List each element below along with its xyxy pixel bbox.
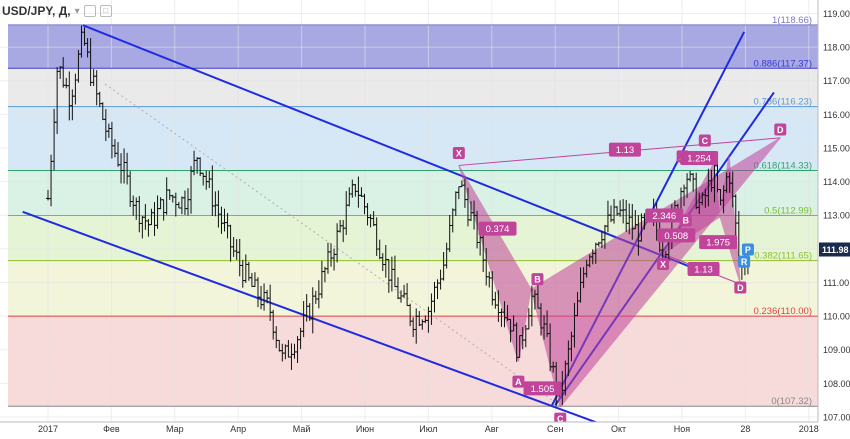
pattern-1-tri-2 — [719, 154, 741, 285]
symbol-title[interactable]: USD/JPY, Д, — [2, 4, 71, 18]
ratio-box-1 — [478, 221, 517, 236]
point-label-1: A — [515, 377, 522, 387]
point-label-10: P — [745, 245, 751, 255]
y-tick-label: 114.00 — [823, 177, 850, 187]
point-label-9: D — [737, 283, 744, 293]
ratio-label-6: 1.975 — [706, 238, 730, 249]
fib-label-5: 0.382(111.65) — [754, 251, 812, 262]
ratio-label-3: 1.254 — [687, 154, 711, 165]
y-tick-label: 119.00 — [823, 9, 850, 19]
point-marker-4 — [774, 123, 787, 136]
last-price-box — [819, 242, 850, 257]
point-marker-9 — [734, 281, 747, 294]
ratio-box-7 — [687, 262, 720, 277]
x-tick-label: Апр — [230, 424, 246, 434]
ratio-box-3 — [680, 151, 719, 166]
x-tick-label: Ноя — [674, 424, 691, 434]
x-tick-label: Сен — [547, 424, 564, 434]
x-tick-label: 2018 — [799, 424, 819, 434]
ratio-box-4 — [645, 208, 684, 223]
point-label-8: C — [702, 136, 709, 146]
fib-label-3: 0.618(114.33) — [754, 160, 812, 171]
ratio-label-1: 0.374 — [486, 224, 510, 235]
fib-level-lines: 1(118.66) 0.886(117.37) 0.786(116.23) 0.618… — [8, 15, 818, 407]
chart-header: USD/JPY, Д, ▾ □ — [0, 0, 112, 22]
point-marker-11 — [738, 255, 751, 268]
y-tick-label: 113.00 — [823, 211, 850, 221]
ratio-label-7: 1.13 — [694, 265, 713, 276]
ratio-box-5 — [657, 228, 696, 243]
ratio-label-2: 1.505 — [531, 384, 555, 395]
point-label-0: X — [456, 148, 462, 158]
y-tick-label: 108.00 — [823, 379, 850, 389]
x-tick-label: Мар — [166, 424, 184, 434]
y-tick-label: 117.00 — [823, 76, 850, 86]
y-tick-label: 107.00 — [823, 412, 850, 422]
point-marker-8 — [698, 134, 711, 147]
fib-label-6: 0.236(110.00) — [754, 306, 812, 317]
candles — [46, 25, 750, 406]
point-marker-2 — [531, 273, 544, 286]
ratio-label-0: 1.13 — [616, 145, 635, 156]
y-tick-label: 109.00 — [823, 345, 850, 355]
point-label-3: C — [557, 414, 564, 424]
fib-bands — [8, 24, 818, 407]
fib-label-4: 0.5(112.99) — [764, 206, 812, 217]
x-tick-label: Май — [293, 424, 311, 434]
point-marker-10 — [741, 243, 754, 256]
y-tick-label: 116.00 — [823, 110, 850, 120]
pattern-labels: XABCDXABCDPR1.130.3741.5051.2542.3460.50… — [452, 123, 787, 425]
x-tick-label: Окт — [611, 424, 626, 434]
channel-line-0 — [82, 24, 705, 274]
last-price-label: 111.98 — [822, 245, 849, 255]
chevron-down-icon[interactable]: ▾ — [74, 5, 80, 17]
point-label-7: B — [683, 216, 690, 226]
ratio-label-4: 2.346 — [652, 211, 676, 222]
ratio-label-5: 0.508 — [664, 231, 688, 242]
point-marker-1 — [512, 375, 525, 388]
fib-band-0 — [8, 24, 818, 69]
point-label-5: X — [660, 259, 666, 269]
fib-label-1: 0.886(117.37) — [754, 58, 812, 69]
y-axis-bg — [818, 0, 850, 434]
x-axis-bg — [0, 422, 850, 434]
point-label-11: R — [741, 257, 748, 267]
dotted-trend-line — [104, 83, 562, 408]
square-settings-icon[interactable]: □ — [99, 5, 112, 17]
point-label-4: D — [777, 125, 784, 135]
square-icon[interactable] — [83, 5, 96, 17]
y-tick-label: 111.00 — [823, 278, 849, 288]
x-tick-label: 2017 — [38, 424, 58, 434]
x-tick-label: Авг — [485, 424, 500, 434]
x-tick-label: Фев — [103, 424, 120, 434]
x-tick-label: Июл — [419, 424, 437, 434]
fib-band-5 — [8, 260, 818, 317]
fib-label-2: 0.786(116.23) — [754, 97, 812, 108]
channel-line-1 — [22, 210, 610, 428]
y-tick-label: 115.00 — [823, 143, 850, 153]
ratio-box-0 — [608, 142, 641, 157]
fib-label-7: 0(107.32) — [771, 396, 812, 407]
y-tick-label: 118.00 — [823, 43, 850, 53]
point-marker-0 — [452, 146, 465, 159]
ratio-box-2 — [523, 381, 562, 396]
x-tick-label: Июн — [356, 424, 374, 434]
ratio-box-6 — [699, 235, 738, 250]
y-tick-label: 110.00 — [823, 312, 850, 322]
point-marker-5 — [656, 257, 669, 270]
x-tick-label: 28 — [740, 424, 750, 434]
fib-band-1 — [8, 68, 818, 107]
fib-label-0: 1(118.66) — [772, 15, 812, 26]
point-label-2: B — [534, 275, 541, 285]
